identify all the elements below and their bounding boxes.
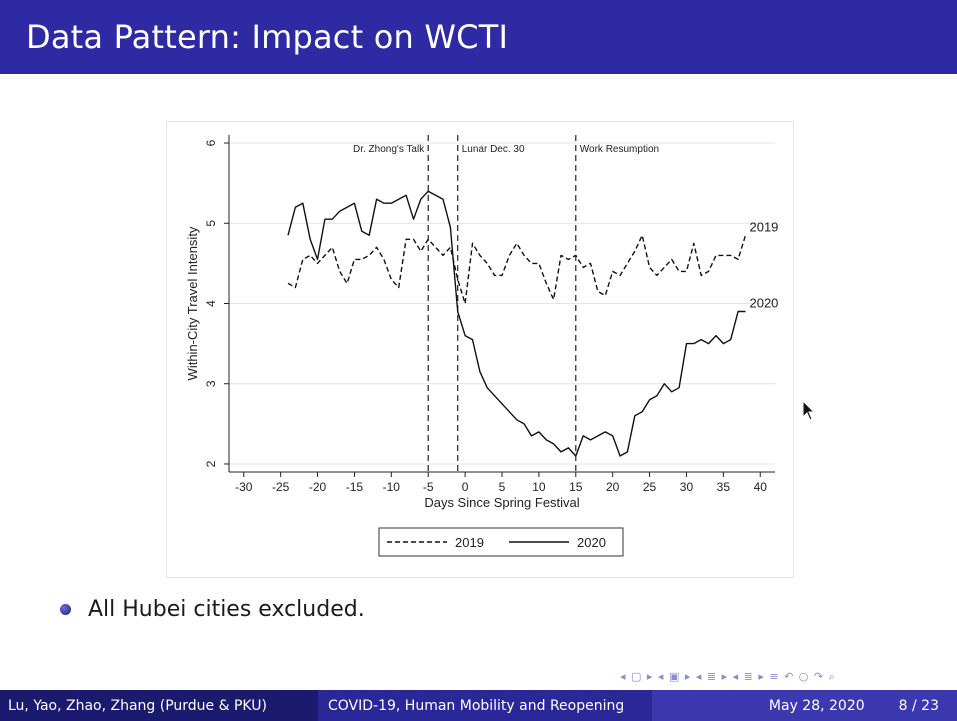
y-axis-title: Within-City Travel Intensity [185, 226, 200, 380]
x-tick-label: 0 [462, 480, 469, 494]
x-tick-label: 40 [754, 480, 768, 494]
slide-navigation-icons[interactable]: ◂ ▢ ▸ ◂ ▣ ▸ ◂ ≣ ▸ ◂ ≣ ▸ ≡ ↶ ○ ↷ ⌕ [620, 670, 836, 683]
x-tick-label: -30 [235, 480, 253, 494]
x-tick-label: 5 [499, 480, 506, 494]
line-chart: 2 3 4 5 6 -30 -25 -20 -15 -10 -5 0 5 10 15 20 25 30 35 40 Da… [185, 135, 778, 557]
x-axis-title: Days Since Spring Festival [424, 495, 579, 510]
bullet-item: All Hubei cities excluded. [60, 593, 365, 625]
legend-label: 2020 [577, 535, 606, 550]
x-tick-label: -15 [346, 480, 364, 494]
bullet-text: All Hubei cities excluded. [88, 596, 365, 622]
slide-footer: Lu, Yao, Zhao, Zhang (Purdue & PKU) COVI… [0, 690, 957, 721]
slide-title-bar: Data Pattern: Impact on WCTI [0, 0, 957, 74]
footer-date-page: May 28, 2020 8 / 23 [652, 690, 957, 721]
footer-authors-text: Lu, Yao, Zhao, Zhang (Purdue & PKU) [8, 697, 267, 714]
mouse-cursor-icon [802, 400, 816, 421]
footer-authors: Lu, Yao, Zhao, Zhang (Purdue & PKU) [0, 690, 318, 721]
y-tick-label: 6 [204, 139, 218, 146]
x-tick-label: -25 [272, 480, 290, 494]
bullet-icon [60, 603, 71, 615]
x-tick-label: -5 [423, 480, 434, 494]
footer-talk-title-text: COVID-19, Human Mobility and Reopening [328, 697, 625, 714]
series-end-label: 2020 [749, 296, 778, 311]
footer-date: May 28, 2020 [768, 697, 865, 714]
footer-talk-title: COVID-19, Human Mobility and Reopening [318, 690, 652, 721]
legend-label: 2019 [455, 535, 484, 550]
series-line-2019 [287, 234, 747, 305]
y-tick-label: 2 [204, 460, 218, 467]
x-tick-label: -20 [309, 480, 327, 494]
x-tick-label: 30 [680, 480, 694, 494]
y-tick-label: 4 [204, 300, 218, 307]
y-tick-label: 5 [204, 220, 218, 227]
event-label: Lunar Dec. 30 [462, 144, 525, 155]
y-tick-label: 3 [204, 380, 218, 387]
series-line-2020 [287, 190, 746, 457]
x-tick-label: 10 [532, 480, 546, 494]
series-end-label: 2019 [749, 219, 778, 234]
slide-title: Data Pattern: Impact on WCTI [26, 18, 509, 56]
x-tick-label: 25 [643, 480, 657, 494]
x-tick-label: 20 [606, 480, 620, 494]
event-label: Work Resumption [580, 144, 659, 155]
x-tick-label: -10 [383, 480, 401, 494]
footer-page-number: 8 / 23 [898, 697, 939, 714]
x-tick-label: 15 [569, 480, 583, 494]
event-label: Dr. Zhong's Talk [353, 144, 425, 155]
x-tick-label: 35 [717, 480, 731, 494]
chart-figure: 2 3 4 5 6 -30 -25 -20 -15 -10 -5 0 5 10 15 20 25 30 35 40 Da… [166, 121, 794, 578]
